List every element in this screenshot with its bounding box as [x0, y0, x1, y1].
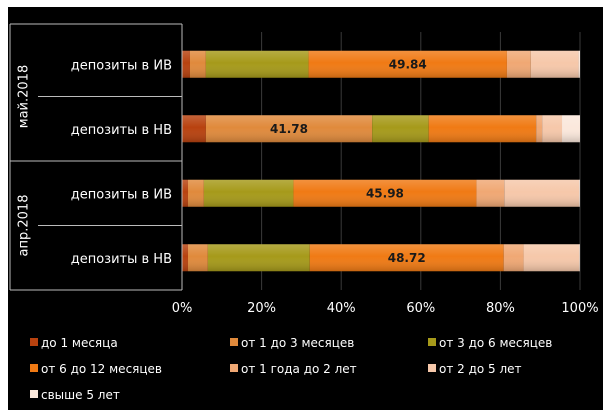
data-label: 48.72 [388, 251, 426, 265]
bar-segment-shading [579, 244, 580, 272]
bar-segment-shading [205, 115, 373, 143]
group-label: апр.2018 [17, 195, 32, 257]
legend-swatch [428, 338, 436, 346]
data-label: 41.78 [270, 122, 308, 136]
legend-swatch [230, 338, 238, 346]
category-label: депозиты в НВ [71, 252, 172, 267]
data-labels: 49.84 41.78 45.98 48.72 [270, 57, 427, 265]
bar-segment-shading [205, 50, 309, 78]
bar-segment-shading [428, 115, 537, 143]
bar-segment-shading [309, 244, 504, 272]
legend-label: от 1 года до 2 лет [241, 362, 357, 376]
legend-label: до 1 месяца [41, 336, 118, 350]
x-tick-label: 20% [247, 301, 276, 316]
bar-segment-shading [182, 115, 206, 143]
category-label: депозиты в ИВ [71, 187, 172, 202]
bar-segment-shading [182, 244, 188, 272]
axes: депозиты в ИВ депозиты в НВ депозиты в ИВ д… [9, 23, 599, 316]
group-label: май.2018 [17, 65, 32, 128]
bar-segment-shading [579, 179, 580, 207]
x-tick-label: 40% [327, 301, 356, 316]
data-label: 45.98 [366, 186, 404, 200]
category-label: депозиты в ИВ [71, 58, 172, 73]
bar-segment-shading [578, 50, 580, 78]
x-tick-label: 80% [486, 301, 515, 316]
bar-segment-shading [523, 244, 580, 272]
bar-segment-shading [536, 115, 543, 143]
bar-segment-shading [189, 50, 206, 78]
legend-label: свыше 5 лет [41, 388, 120, 402]
x-tick-label: 100% [561, 301, 598, 316]
bar-segment-shading [504, 179, 580, 207]
legend-label: от 6 до 12 месяцев [41, 362, 162, 376]
bar-segment-shading [293, 179, 477, 207]
bar-segment-shading [542, 115, 563, 143]
legend-swatch [428, 364, 436, 372]
bar-segment-shading [203, 179, 294, 207]
bar-segment-shading [476, 179, 505, 207]
bars [182, 50, 580, 272]
legend-swatch [30, 338, 38, 346]
chart-frame: 49.84 41.78 45.98 48.72 депозиты в ИВ депози… [8, 7, 603, 410]
category-label: депозиты в НВ [71, 123, 172, 138]
bar-segment-shading [562, 115, 580, 143]
bar-segment-shading [506, 50, 531, 78]
bar-segment-shading [207, 244, 310, 272]
legend-swatch [30, 364, 38, 372]
x-tick-label: 0% [172, 301, 193, 316]
bar-segment-shading [182, 179, 188, 207]
x-tick-label: 60% [406, 301, 435, 316]
bar-segment-shading [308, 50, 507, 78]
legend-swatch [30, 390, 38, 398]
legend-label: от 2 до 5 лет [439, 362, 522, 376]
data-label: 49.84 [389, 57, 427, 71]
bar-segment-shading [530, 50, 579, 78]
legend-label: от 1 до 3 месяцев [241, 336, 354, 350]
legend-label: от 3 до 6 месяцев [439, 336, 552, 350]
bar-segment-shading [187, 244, 208, 272]
bar-segment-shading [187, 179, 204, 207]
bar-segment-shading [182, 50, 190, 78]
legend: до 1 месяца от 1 до 3 месяцев от 3 до 6 ме… [30, 336, 552, 402]
bar-segment-shading [372, 115, 429, 143]
legend-swatch [230, 364, 238, 372]
bar-segment-shading [503, 244, 524, 272]
